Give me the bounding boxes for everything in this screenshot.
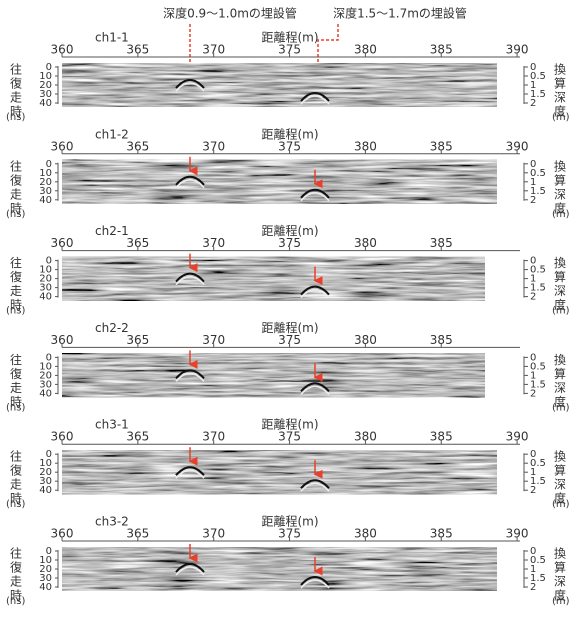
right-unit: (m) bbox=[552, 306, 570, 317]
left-tick-label: 40 bbox=[39, 195, 52, 206]
right-tick-label: 2 bbox=[530, 292, 536, 303]
right-axis-label: 換算深度 bbox=[553, 450, 567, 506]
left-tick-label: 40 bbox=[39, 485, 52, 496]
panel-label: ch3-2 bbox=[95, 515, 129, 529]
left-unit: (ns) bbox=[6, 596, 25, 607]
right-tick-label: 2 bbox=[530, 485, 536, 496]
panel-label: ch1-1 bbox=[95, 31, 129, 45]
annotation: 深度1.5～1.7mの埋設管 bbox=[333, 6, 467, 21]
radargram bbox=[62, 63, 497, 107]
left-unit: (ns) bbox=[6, 499, 25, 510]
left-axis-label: 往復走時 bbox=[9, 255, 23, 312]
panel-label: ch2-2 bbox=[95, 321, 129, 335]
annotation: 深度0.9～1.0mの埋設管 bbox=[163, 6, 297, 21]
panel-label: ch1-2 bbox=[95, 127, 129, 141]
left-axis-label: 往復走時 bbox=[9, 546, 23, 603]
left-axis-label: 往復走時 bbox=[9, 352, 23, 409]
right-axis-label: 換算深度 bbox=[553, 353, 567, 409]
radargram bbox=[62, 450, 497, 494]
left-axis-label: 往復走時 bbox=[9, 62, 23, 119]
left-unit: (ns) bbox=[6, 112, 25, 123]
left-tick-label: 40 bbox=[39, 388, 52, 399]
radargram bbox=[62, 257, 485, 301]
radargram bbox=[62, 353, 485, 397]
left-axis-label: 往復走時 bbox=[9, 449, 23, 506]
left-unit: (ns) bbox=[6, 306, 25, 317]
right-tick-label: 2 bbox=[530, 98, 536, 109]
radargram bbox=[62, 547, 497, 591]
left-tick-label: 40 bbox=[39, 582, 52, 593]
right-axis-label: 換算深度 bbox=[553, 256, 567, 312]
right-tick-label: 2 bbox=[530, 582, 536, 593]
left-tick-label: 40 bbox=[39, 292, 52, 303]
panel-label: ch3-1 bbox=[95, 418, 129, 432]
right-axis-label: 換算深度 bbox=[553, 547, 567, 603]
right-unit: (m) bbox=[552, 499, 570, 510]
left-tick-label: 40 bbox=[39, 98, 52, 109]
right-tick-label: 2 bbox=[530, 388, 536, 399]
right-axis-label: 換算深度 bbox=[553, 159, 567, 215]
left-unit: (ns) bbox=[6, 402, 25, 413]
left-axis-label: 往復走時 bbox=[9, 158, 23, 215]
radargram bbox=[62, 160, 497, 204]
left-unit: (ns) bbox=[6, 209, 25, 220]
panel-label: ch2-1 bbox=[95, 224, 129, 238]
right-unit: (m) bbox=[552, 402, 570, 413]
right-tick-label: 2 bbox=[530, 195, 536, 206]
right-unit: (m) bbox=[552, 596, 570, 607]
right-unit: (m) bbox=[552, 209, 570, 220]
right-unit: (m) bbox=[552, 112, 570, 123]
right-axis-label: 換算深度 bbox=[553, 63, 567, 119]
figure: 深度0.9～1.0mの埋設管 深度1.5～1.7mの埋設管 ch1-1距離程(m… bbox=[0, 0, 573, 627]
